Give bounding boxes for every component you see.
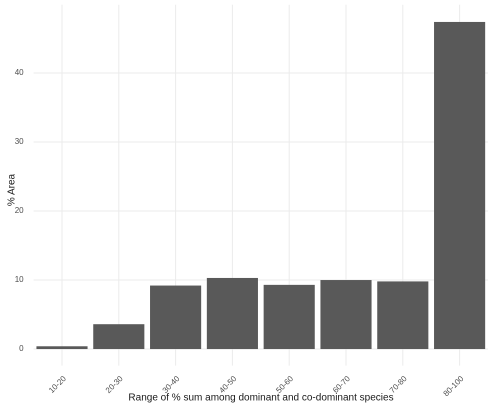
y-axis-title: % Area bbox=[7, 173, 18, 206]
bar bbox=[150, 285, 202, 350]
y-tick-label: 10 bbox=[15, 275, 24, 284]
y-tick-label: 20 bbox=[15, 206, 24, 215]
bar bbox=[93, 324, 145, 350]
bar bbox=[377, 281, 429, 350]
x-axis-title: Range of % sum among dominant and co-dom… bbox=[128, 393, 393, 404]
x-tick-label: 70-80 bbox=[388, 374, 409, 395]
bar bbox=[263, 284, 315, 350]
bar bbox=[36, 346, 88, 350]
x-tick-label: 20-30 bbox=[104, 374, 125, 395]
bar bbox=[206, 277, 258, 350]
y-tick-label: 40 bbox=[15, 68, 24, 77]
y-tick-label: 30 bbox=[15, 137, 24, 146]
bar bbox=[320, 280, 372, 350]
bar bbox=[434, 21, 486, 350]
y-tick-label: 0 bbox=[19, 344, 24, 353]
x-tick-label: 80-100 bbox=[442, 374, 466, 398]
x-tick-label: 10-20 bbox=[47, 374, 68, 395]
